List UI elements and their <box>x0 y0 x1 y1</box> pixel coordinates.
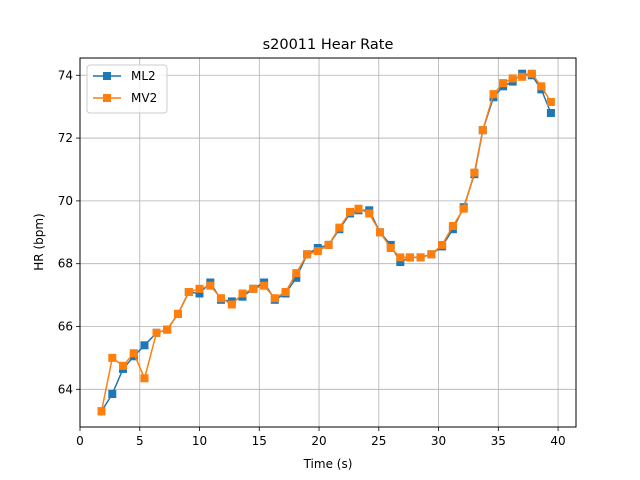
data-point-mv2 <box>206 281 215 290</box>
data-point-mv2 <box>129 349 138 358</box>
data-point-mv2 <box>313 247 322 256</box>
legend-label-ml2: ML2 <box>131 69 156 83</box>
grid <box>79 58 576 427</box>
data-point-mv2 <box>238 289 247 298</box>
x-tick-label: 15 <box>252 434 267 448</box>
data-point-mv2 <box>97 407 106 416</box>
data-point-mv2 <box>119 361 127 370</box>
data-point-mv2 <box>140 374 149 383</box>
data-point-mv2 <box>470 168 479 177</box>
data-point-mv2 <box>478 126 487 135</box>
x-tick-label: 20 <box>311 434 326 448</box>
legend-label-mv2: MV2 <box>131 91 157 105</box>
data-point-mv2 <box>249 284 258 293</box>
x-tick-label: 10 <box>192 434 207 448</box>
ticks: 0 5 10 15 20 25 30 35 40 64 66 68 70 72 74 <box>58 68 566 448</box>
data-point-ml2 <box>195 289 204 298</box>
series-layer <box>97 69 555 416</box>
data-point-mv2 <box>438 240 447 249</box>
plot-frame <box>79 57 577 428</box>
data-point-mv2 <box>508 74 517 83</box>
data-point-mv2 <box>152 328 161 337</box>
x-tick-label: 25 <box>371 434 386 448</box>
data-point-mv2 <box>396 253 405 262</box>
data-point-mv2 <box>354 204 363 213</box>
x-tick-label: 40 <box>550 434 565 448</box>
data-point-mv2 <box>386 244 395 252</box>
data-point-mv2 <box>195 284 204 293</box>
data-point-mv2 <box>270 294 279 303</box>
data-point-mv2 <box>527 69 536 78</box>
data-point-mv2 <box>376 228 384 237</box>
x-axis-label: Time (s) <box>303 457 353 471</box>
data-point-mv2 <box>416 253 425 262</box>
data-point-mv2 <box>335 223 344 232</box>
data-point-ml2 <box>108 390 117 398</box>
y-tick-label: 72 <box>58 131 73 145</box>
data-point-ml2 <box>292 273 301 282</box>
y-tick-label: 70 <box>58 194 73 208</box>
y-tick-label: 68 <box>58 257 73 271</box>
legend: ML2 MV2 <box>86 64 168 114</box>
data-point-mv2 <box>217 294 225 303</box>
y-axis-label: HR (bpm) <box>32 213 46 270</box>
data-point-mv2 <box>448 222 457 230</box>
data-point-mv2 <box>427 250 436 259</box>
data-point-ml2 <box>546 109 555 117</box>
data-point-mv2 <box>489 90 498 99</box>
data-point-mv2 <box>174 309 182 318</box>
x-tick-label: 5 <box>136 434 144 448</box>
y-tick-label: 64 <box>58 382 73 396</box>
data-point-mv2 <box>537 82 546 91</box>
legend-marker-ml2 <box>103 72 111 80</box>
data-point-ml2 <box>396 258 405 267</box>
x-tick-label: 30 <box>431 434 446 448</box>
data-point-mv2 <box>108 353 117 362</box>
data-point-mv2 <box>518 72 527 81</box>
chart-title: s20011 Hear Rate <box>263 37 394 53</box>
data-point-mv2 <box>324 240 333 249</box>
data-point-mv2 <box>546 98 555 106</box>
data-point-mv2 <box>459 204 468 213</box>
y-tick-label: 74 <box>58 68 73 82</box>
data-point-mv2 <box>405 253 414 262</box>
data-point-mv2 <box>346 207 355 216</box>
data-point-mv2 <box>260 281 269 290</box>
data-point-mv2 <box>227 300 236 309</box>
series-mv2 <box>97 69 555 416</box>
data-point-mv2 <box>499 79 508 88</box>
data-point-ml2 <box>140 341 149 350</box>
data-point-mv2 <box>292 269 301 278</box>
y-tick-label: 66 <box>58 320 73 334</box>
data-point-mv2 <box>184 288 193 296</box>
x-tick-label: 35 <box>491 434 506 448</box>
data-point-mv2 <box>163 325 172 334</box>
legend-marker-mv2 <box>103 94 111 102</box>
x-tick-label: 0 <box>76 434 84 448</box>
data-point-mv2 <box>365 209 374 218</box>
data-point-mv2 <box>303 250 312 259</box>
data-point-mv2 <box>281 288 290 296</box>
